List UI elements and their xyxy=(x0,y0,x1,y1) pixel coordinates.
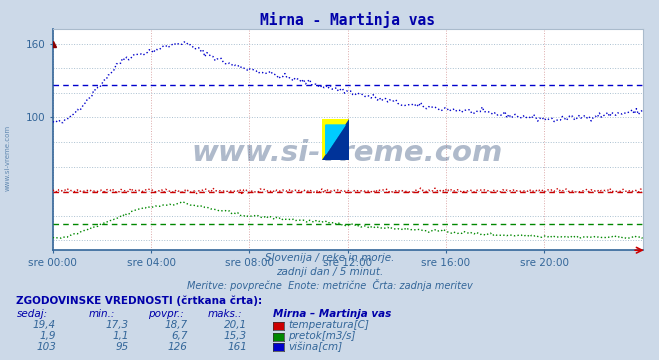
Text: 161: 161 xyxy=(227,342,247,352)
Text: maks.:: maks.: xyxy=(208,309,243,319)
Text: 95: 95 xyxy=(115,342,129,352)
Text: ZGODOVINSKE VREDNOSTI (črtkana črta):: ZGODOVINSKE VREDNOSTI (črtkana črta): xyxy=(16,296,262,306)
Text: zadnji dan / 5 minut.: zadnji dan / 5 minut. xyxy=(276,267,383,278)
Text: 6,7: 6,7 xyxy=(171,331,188,341)
Text: min.:: min.: xyxy=(89,309,115,319)
Text: 19,4: 19,4 xyxy=(33,320,56,330)
Text: 1,9: 1,9 xyxy=(40,331,56,341)
Text: povpr.:: povpr.: xyxy=(148,309,184,319)
Text: www.si-vreme.com: www.si-vreme.com xyxy=(192,139,503,167)
Text: Slovenija / reke in morje.: Slovenija / reke in morje. xyxy=(265,253,394,263)
Text: 1,1: 1,1 xyxy=(112,331,129,341)
Text: Meritve: povprečne  Enote: metrične  Črta: zadnja meritev: Meritve: povprečne Enote: metrične Črta:… xyxy=(186,279,473,292)
Polygon shape xyxy=(326,125,345,154)
Title: Mirna - Martinja vas: Mirna - Martinja vas xyxy=(260,11,435,28)
Text: www.si-vreme.com: www.si-vreme.com xyxy=(5,125,11,192)
Text: temperatura[C]: temperatura[C] xyxy=(288,320,369,330)
Text: 17,3: 17,3 xyxy=(105,320,129,330)
Text: 15,3: 15,3 xyxy=(224,331,247,341)
Polygon shape xyxy=(322,119,349,160)
Text: 20,1: 20,1 xyxy=(224,320,247,330)
Text: 126: 126 xyxy=(168,342,188,352)
Text: Mirna – Martinja vas: Mirna – Martinja vas xyxy=(273,309,391,319)
Text: sedaj:: sedaj: xyxy=(16,309,47,319)
Text: višina[cm]: višina[cm] xyxy=(288,342,342,352)
Polygon shape xyxy=(322,119,349,160)
Text: 18,7: 18,7 xyxy=(165,320,188,330)
Text: 103: 103 xyxy=(36,342,56,352)
Text: pretok[m3/s]: pretok[m3/s] xyxy=(288,331,355,341)
